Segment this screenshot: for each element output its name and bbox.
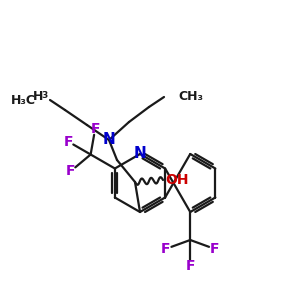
Text: N: N [134, 146, 146, 161]
Text: N: N [103, 133, 116, 148]
Text: F: F [66, 164, 76, 178]
Text: F: F [90, 122, 100, 136]
Text: F: F [210, 242, 219, 256]
Text: CH₃: CH₃ [178, 91, 203, 103]
Text: H: H [33, 89, 43, 103]
Text: OH: OH [165, 173, 189, 187]
Text: F: F [161, 242, 170, 256]
Text: H₃C: H₃C [11, 94, 36, 106]
Text: F: F [185, 259, 195, 273]
Text: 3: 3 [42, 92, 48, 100]
Text: F: F [63, 134, 73, 148]
